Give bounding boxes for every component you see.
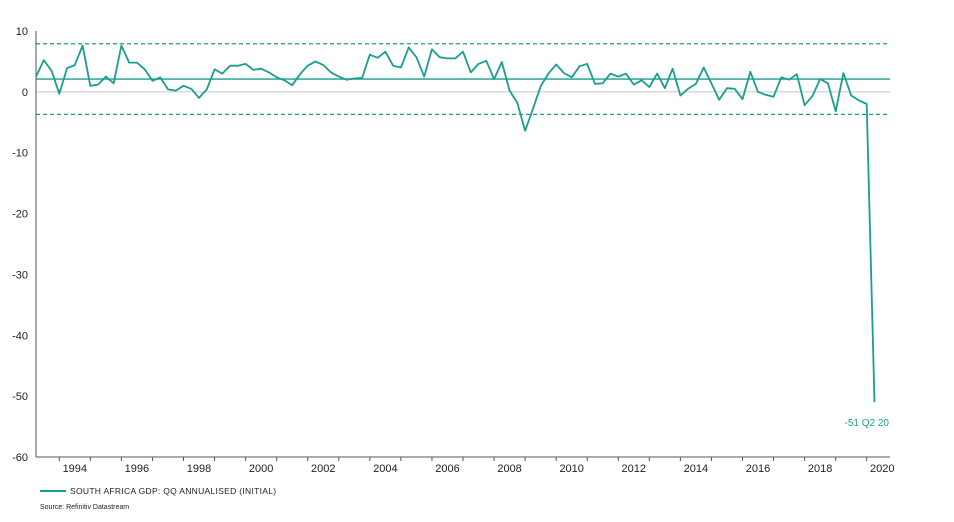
reference-lines (36, 43, 890, 116)
x-tick-label: 2010 (559, 463, 583, 475)
x-tick-label: 1996 (125, 463, 149, 475)
x-tick-label: 2004 (373, 463, 397, 475)
legend-label: SOUTH AFRICA GDP: QQ ANNUALISED (INITIAL… (70, 486, 276, 496)
y-tick-label: 10 (16, 26, 28, 38)
x-tick-label: 1998 (187, 463, 211, 475)
legend: SOUTH AFRICA GDP: QQ ANNUALISED (INITIAL… (40, 486, 276, 496)
y-tick-label: -60 (12, 452, 28, 464)
axes (35, 31, 890, 458)
y-tick-label: -40 (12, 330, 28, 342)
x-tick-label: 2018 (808, 463, 832, 475)
x-tick-labels: 1994 1996 1998 2000 2002 2004 2006 2008 2010 2012… (58, 457, 894, 475)
y-tick-label: -20 (12, 209, 28, 221)
x-tick-label: 2006 (435, 463, 459, 475)
x-tick-label: 2020 (870, 463, 894, 475)
y-tick-label: -10 (12, 148, 28, 160)
x-tick-label: 2012 (622, 463, 646, 475)
x-tick-label: 2002 (311, 463, 335, 475)
y-tick-labels: 10 0 -10 -20 -30 -40 -50 -60 (12, 26, 28, 464)
source-note: Source: Refinitiv Datastream (40, 504, 129, 511)
x-tick-label: 2008 (497, 463, 521, 475)
y-tick-label: -50 (12, 391, 28, 403)
x-tick-label: 1994 (63, 463, 87, 475)
x-tick-label: 2016 (746, 463, 770, 475)
gdp-series-line (35, 44, 876, 403)
y-tick-label: 0 (22, 87, 28, 99)
y-tick-label: -30 (12, 269, 28, 281)
x-tick-label: 2014 (684, 463, 708, 475)
x-tick-label: 2000 (249, 463, 273, 475)
series-group (35, 44, 876, 403)
annotation-label: -51 Q2 20 (845, 418, 890, 429)
